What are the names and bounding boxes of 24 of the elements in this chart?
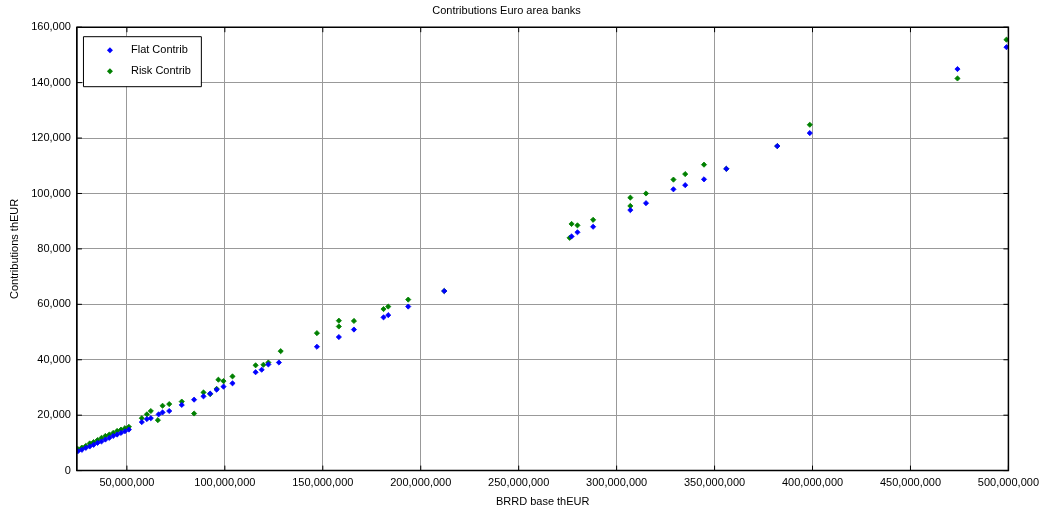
x-tick-label: 250,000,000 — [488, 476, 550, 489]
x-axis-title: BRRD base thEUR — [495, 495, 590, 508]
legend-label: Risk Contrib — [130, 64, 191, 77]
y-tick-label: 100,000 — [31, 186, 71, 199]
x-tick-label: 450,000,000 — [879, 476, 942, 489]
x-tick-label: 500,000,000 — [977, 476, 1039, 489]
y-tick-label: 80,000 — [37, 241, 71, 254]
y-tick-label: 120,000 — [31, 131, 71, 144]
x-tick-label: 200,000,000 — [390, 476, 452, 489]
y-tick-label: 0 — [64, 463, 71, 476]
y-axis-title: Contributions thEUR — [7, 198, 20, 300]
x-tick-label: 150,000,000 — [292, 476, 354, 489]
legend-label: Flat Contrib — [130, 43, 188, 56]
y-tick-label: 60,000 — [37, 297, 71, 310]
y-tick-label: 160,000 — [31, 20, 71, 33]
y-tick-label: 140,000 — [31, 75, 71, 88]
x-tick-label: 100,000,000 — [194, 476, 256, 489]
y-tick-label: 20,000 — [37, 408, 71, 421]
x-tick-label: 350,000,000 — [683, 476, 746, 489]
x-tick-label: 300,000,000 — [586, 476, 648, 489]
x-tick-label: 400,000,000 — [781, 476, 844, 489]
x-tick-label: 50,000,000 — [99, 476, 155, 489]
y-tick-label: 40,000 — [37, 352, 71, 365]
chart-title: Contributions Euro area banks — [432, 3, 582, 16]
